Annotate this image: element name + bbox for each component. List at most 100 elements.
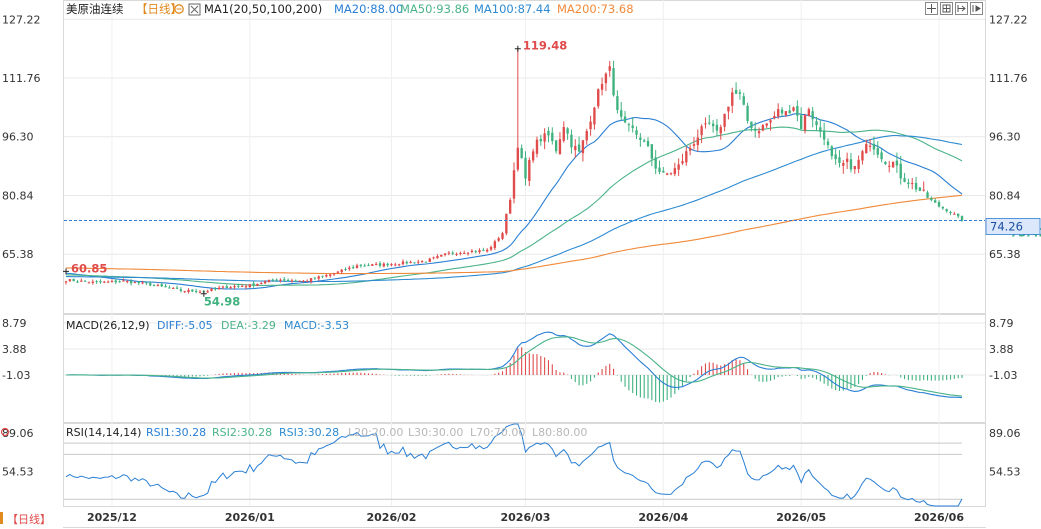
macd-hist-value: MACD:-3.53 [284,319,349,332]
candle [853,165,856,174]
candle [179,287,183,293]
candle [914,176,918,193]
x-tick-label: 2026/01 [225,511,275,524]
candle [639,133,642,147]
rsi-y-tick-left: 89.06 [2,427,34,440]
candle [934,198,937,203]
candle [945,208,948,213]
candle [432,256,435,260]
candle [466,252,470,256]
candle [780,106,784,117]
candle [547,126,550,143]
candle [114,278,117,285]
candle [868,139,872,152]
macd-legend: MACD(26,12,9) DIFF:-5.05 DEA:-3.29 MACD:… [66,319,349,332]
candle [505,213,508,236]
candle [597,88,600,109]
candle [918,187,922,192]
candle [673,162,677,177]
candle [137,281,140,286]
candle [436,254,439,259]
rsi1-value: RSI1:30.28 [146,426,206,439]
candle [91,279,94,285]
candle [635,126,638,140]
candle [604,72,608,92]
move-icon[interactable] [955,2,968,15]
candle [658,160,661,175]
macd-title: MACD(26,12,9) [66,319,150,332]
candle [470,249,474,254]
candle [822,122,826,146]
candle [156,283,160,287]
macd-y-tick-left: -1.03 [2,369,30,382]
candle [145,281,148,286]
ma100-line [66,134,963,283]
macd-y-tick-right: -1.03 [989,369,1017,382]
candle [528,157,531,187]
candle [405,260,408,265]
candle [149,281,152,287]
candle [884,161,887,165]
candle [187,288,190,294]
candle [711,119,715,133]
rsi-line [65,423,963,507]
candle [646,137,650,148]
candle [478,248,481,254]
rsi-settings-icon[interactable] [0,427,10,437]
candle [911,177,914,190]
rsi-level-20: L20:20.00 [348,426,403,439]
candle [122,278,125,282]
candle [336,270,340,274]
candle [754,121,757,138]
candle [374,262,378,266]
candle [482,247,485,252]
candle [386,262,389,267]
price-y-tick-right: 111.76 [989,72,1028,85]
x-axis-period-label[interactable]: 【日线】 [0,512,51,526]
candle [688,144,692,156]
rsi-level-80: L80:80.00 [532,426,587,439]
macd-panel [64,322,985,403]
price-legend: 美原油连续 【日线】 MA1(20,50,100,200) MA20:88.00… [66,2,634,16]
candle [313,277,317,281]
candle [612,60,615,97]
candle [87,281,91,284]
candle [631,117,634,133]
candle [355,263,359,269]
candle [267,279,271,283]
candle [99,279,102,284]
candle [524,151,527,186]
candle [497,236,500,242]
zoom-icon[interactable] [940,2,953,15]
ma-indicator-label: MA1(20,50,100,200) [204,2,322,16]
x-tick-label: 2026/06 [914,511,964,524]
candle [64,280,68,285]
x-tick-label: 2026/03 [501,511,551,524]
candle [662,167,665,173]
candle [390,263,393,267]
rsi-y-tick-right: 54.53 [989,466,1021,479]
candle [252,281,255,288]
reset-icon[interactable] [970,2,983,15]
settings-gear-icon[interactable] [174,4,184,14]
indicator-toggle-icon[interactable] [188,3,201,16]
candle [225,284,229,289]
candle [872,136,876,156]
candle [413,262,416,264]
ma50-line [65,126,963,286]
candle [198,289,202,294]
crosshair-icon[interactable] [925,2,938,15]
candle [669,172,673,176]
period-label[interactable]: 【日线】 [136,2,182,16]
candle [443,253,447,257]
x-tick-label: 2026/05 [776,511,826,524]
candle [723,113,726,132]
candle [926,190,929,199]
candle [769,118,772,131]
candle [214,287,217,291]
candle [420,260,424,263]
candle [891,161,895,168]
candle [175,285,179,290]
rsi-level-70: L70:70.00 [470,426,525,439]
